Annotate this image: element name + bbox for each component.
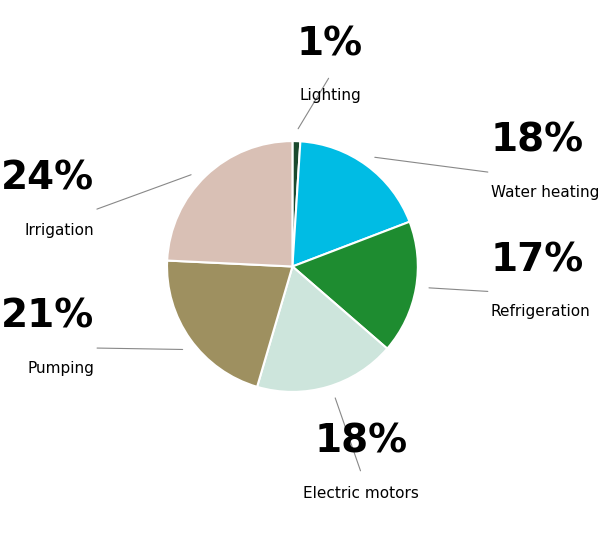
Wedge shape (292, 222, 418, 349)
Text: Electric motors: Electric motors (304, 486, 419, 501)
Text: Pumping: Pumping (28, 360, 94, 376)
Wedge shape (257, 266, 387, 392)
Text: Refrigeration: Refrigeration (491, 304, 590, 319)
Wedge shape (292, 141, 301, 266)
Wedge shape (167, 261, 292, 387)
Text: 21%: 21% (1, 297, 94, 335)
Text: Water heating: Water heating (491, 185, 599, 200)
Text: Lighting: Lighting (299, 88, 361, 103)
Text: 18%: 18% (491, 122, 584, 160)
Text: Irrigation: Irrigation (25, 223, 94, 238)
Text: 17%: 17% (491, 241, 584, 279)
Wedge shape (167, 141, 292, 266)
Text: 1%: 1% (297, 26, 363, 63)
Text: 24%: 24% (1, 159, 94, 198)
Wedge shape (292, 141, 410, 266)
Text: 18%: 18% (315, 423, 408, 461)
